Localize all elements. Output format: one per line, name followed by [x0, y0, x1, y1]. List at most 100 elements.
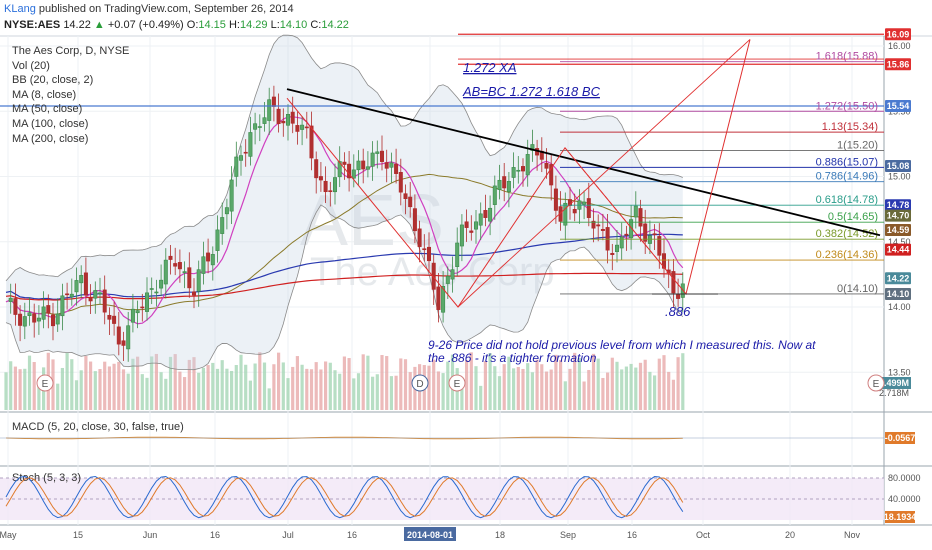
candle-body	[140, 306, 145, 309]
candle-body	[201, 256, 206, 274]
candle-body	[318, 176, 323, 181]
volume-bar	[220, 360, 224, 410]
event-marker-label: D	[416, 379, 423, 390]
x-tick-label: 16	[210, 530, 220, 540]
candle-body	[18, 313, 23, 326]
legend-item-bb[interactable]: BB (20, close, 2)	[12, 74, 94, 87]
volume-bar	[131, 358, 135, 410]
candle-body	[206, 252, 211, 262]
candle-body	[431, 262, 436, 290]
candle-body	[389, 162, 394, 168]
candle-body	[473, 221, 478, 230]
volume-bar	[103, 361, 107, 410]
legend-item-ma50[interactable]: MA (50, close)	[12, 103, 83, 116]
candle-body	[36, 317, 41, 322]
volume-bar	[230, 370, 234, 410]
price-tag-bg	[885, 28, 911, 41]
volume-tag-label: 3.499M	[879, 378, 909, 388]
indicator-legend: The Aes Corp, D, NYSE Vol (20) BB (20, c…	[12, 44, 129, 146]
volume-bar	[512, 368, 516, 410]
volume-bar	[629, 363, 633, 410]
harmonic-xa-leg	[457, 39, 751, 308]
volume-bar	[197, 372, 201, 410]
volume-bar	[403, 359, 408, 410]
event-marker-label: E	[42, 379, 49, 390]
price-tag-bg	[885, 100, 911, 113]
chart-header: KLang published on TradingView.com, Sept…	[0, 0, 932, 36]
volume-bar	[643, 359, 647, 410]
price-tag-label: 14.59	[887, 225, 910, 235]
volume-bar	[187, 359, 191, 410]
volume-bar	[23, 368, 27, 410]
volume-bar	[159, 372, 163, 410]
legend-item-vol[interactable]: Vol (20)	[12, 59, 50, 72]
volume-bar	[432, 359, 436, 410]
candle-body	[55, 313, 60, 325]
volume-bar	[347, 358, 351, 410]
price-tag-bg	[885, 224, 911, 237]
candle-body	[520, 166, 525, 172]
x-tick-label: May	[0, 530, 17, 540]
fib-label-7: 0.5(14.65)	[828, 211, 878, 223]
candle-body	[553, 188, 558, 211]
candle-body	[408, 196, 413, 208]
volume-bar	[540, 364, 544, 410]
legend-item-ma200[interactable]: MA (200, close)	[12, 132, 89, 145]
candle-body	[412, 208, 417, 232]
volume-bar	[375, 374, 379, 410]
volume-bar	[577, 358, 581, 410]
candle-body	[149, 288, 154, 290]
volume-bar	[93, 371, 97, 410]
candle-body	[27, 312, 32, 317]
x-tick-label: 16	[347, 530, 357, 540]
volume-bar	[676, 357, 680, 410]
volume-bar	[436, 371, 440, 410]
candle-body	[229, 179, 234, 212]
high-value: 14.29	[239, 19, 268, 31]
volume-bar	[493, 366, 497, 410]
author-link[interactable]: KLang	[4, 3, 36, 15]
fib-label-5: 0.786(14.96)	[816, 171, 878, 183]
volume-bar	[427, 365, 431, 410]
volume-bar	[18, 369, 22, 410]
event-marker-label: E	[454, 379, 461, 390]
volume-bar	[446, 361, 450, 410]
volume-bar	[150, 356, 154, 410]
volume-bar	[620, 369, 624, 410]
volume-bar	[591, 353, 596, 410]
fib-label-2: 1.13(15.34)	[822, 121, 878, 133]
candle-body	[436, 286, 441, 310]
price-tag-bg	[885, 243, 911, 256]
volume-bar	[13, 366, 17, 410]
volume-bar	[27, 355, 32, 410]
legend-item-ma8[interactable]: MA (8, close)	[12, 88, 77, 101]
volume-bar	[474, 366, 478, 410]
volume-bar	[305, 368, 309, 410]
candle-body	[98, 292, 103, 295]
candle-body	[652, 233, 657, 236]
candle-body	[483, 210, 488, 218]
volume-bar	[328, 362, 332, 410]
volume-bar	[667, 371, 671, 410]
legend-item-ma100[interactable]: MA (100, close)	[12, 117, 89, 130]
event-marker-d	[411, 374, 429, 392]
candle-body	[267, 99, 272, 121]
close-label: C:	[310, 19, 322, 31]
volume-bar	[624, 366, 628, 410]
volume-bar	[126, 373, 130, 410]
volume-bar	[201, 367, 205, 410]
candle-body	[168, 255, 173, 260]
close-value: 14.22	[321, 19, 349, 31]
candle-body	[290, 111, 295, 124]
stoch-tick-80: 80.0000	[888, 473, 921, 483]
candle-body	[83, 272, 88, 296]
candle-body	[8, 297, 13, 302]
fib-label-3: 1(15.20)	[837, 139, 878, 151]
symbol-label: NYSE:AES	[4, 19, 61, 31]
volume-bar	[361, 354, 365, 410]
event-marker-e	[36, 374, 54, 392]
volume-bar	[300, 364, 304, 410]
x-tick-label: 15	[73, 530, 83, 540]
volume-bar	[117, 361, 121, 410]
